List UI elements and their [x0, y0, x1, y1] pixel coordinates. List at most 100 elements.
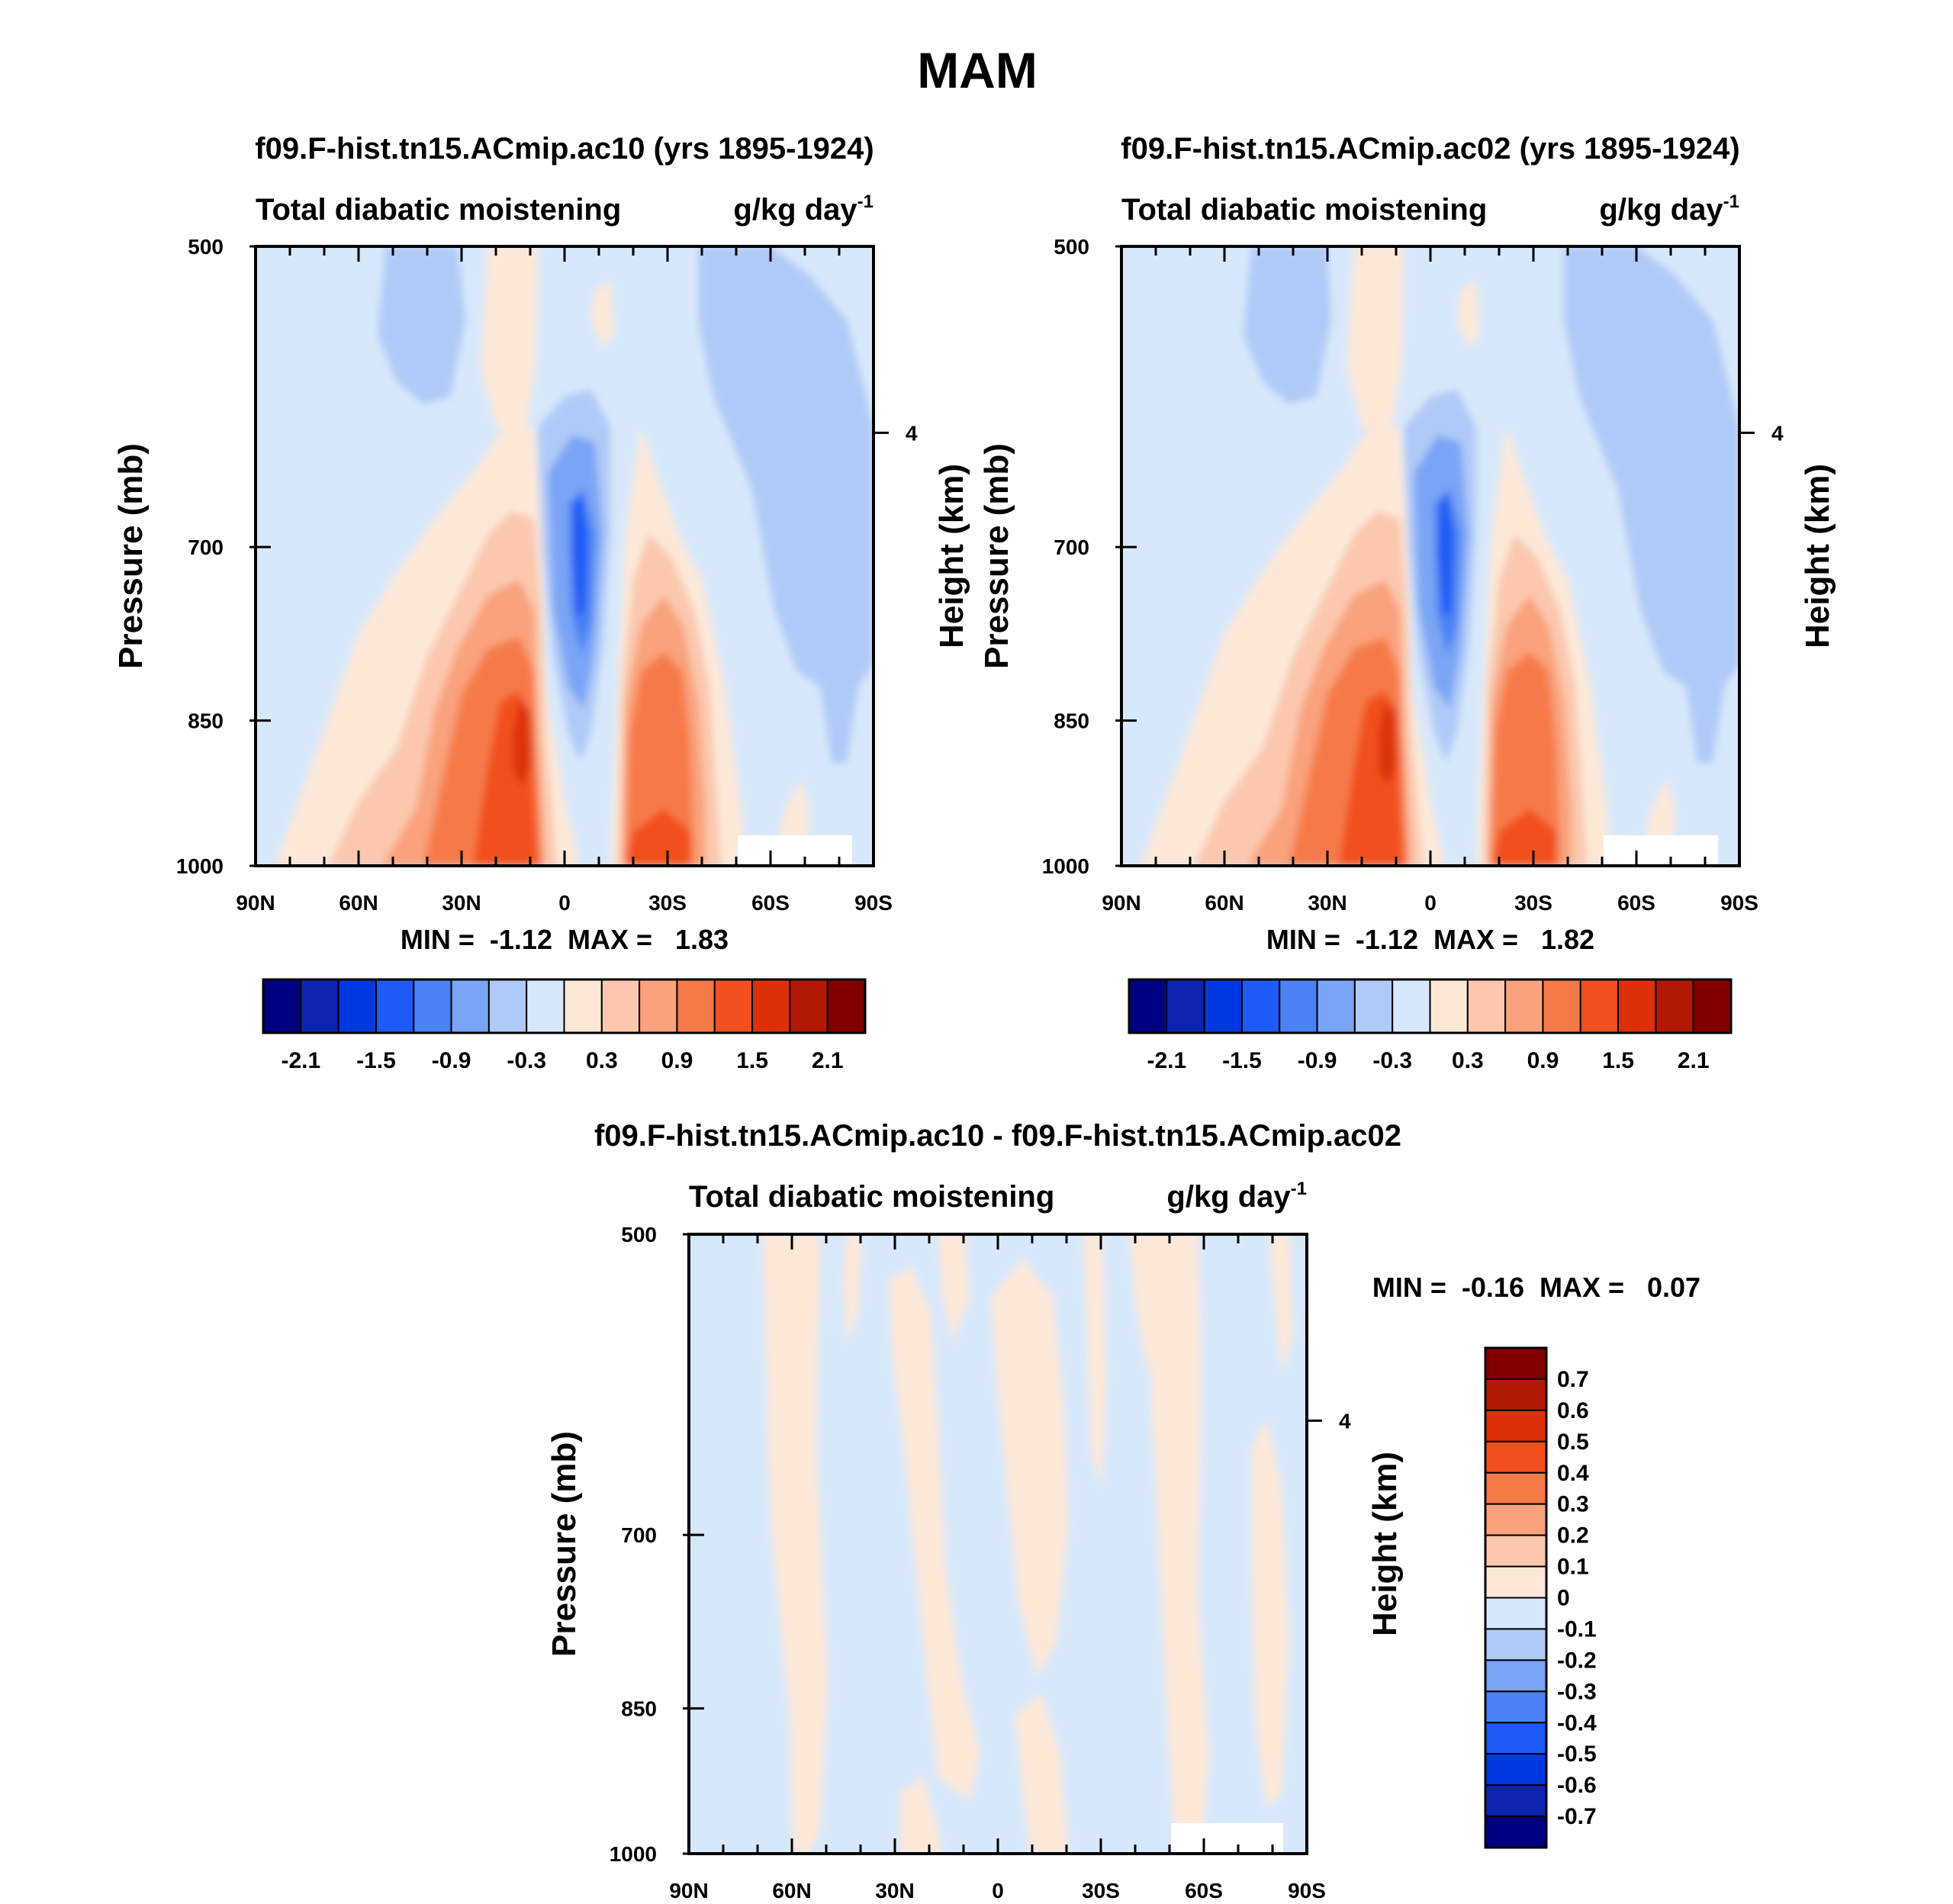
colorbar-box — [676, 979, 716, 1034]
colorbar-label: 0.6 — [1557, 1398, 1589, 1423]
colorbar-label: -0.6 — [1557, 1773, 1597, 1798]
colorbar-box — [450, 979, 490, 1034]
panel-title: f09.F-hist.tn15.ACmip.ac02 (yrs 1895-192… — [1121, 132, 1739, 166]
panel-title: f09.F-hist.tn15.ACmip.ac10 (yrs 1895-192… — [255, 132, 874, 166]
y-axis-right-label: Height (km) — [1799, 464, 1836, 648]
x-tick-label: 30N — [442, 891, 481, 915]
colorbar-box — [413, 979, 452, 1034]
units-label: g/kg day-1 — [1166, 1179, 1307, 1214]
x-tick-label: 90N — [1102, 891, 1141, 915]
x-minor-ticks — [1115, 245, 1755, 867]
colorbar-label: 0.3 — [586, 1048, 618, 1073]
y-tick-label: 700 — [188, 536, 224, 559]
panel-title: f09.F-hist.tn15.ACmip.ac10 - f09.F-hist.… — [594, 1119, 1401, 1153]
colorbar-box — [1542, 979, 1581, 1034]
colorbar-label: -0.3 — [1557, 1679, 1597, 1704]
colorbar-label: -0.3 — [507, 1048, 546, 1073]
page-title: MAM — [917, 42, 1038, 98]
y-tick-label: 500 — [621, 1223, 657, 1246]
min-max-readout: MIN = -0.16 MAX = 0.07 — [1372, 1272, 1700, 1303]
x-tick-label: 60N — [772, 1879, 811, 1902]
colorbar-label: -0.4 — [1557, 1710, 1597, 1735]
left-string: Total diabatic moistening — [256, 193, 621, 227]
x-tick-labels: 90N 60N 30N 0 30S 60S 90S — [669, 1879, 1326, 1902]
y-tick-label: 850 — [188, 709, 224, 733]
x-tick-label: 60S — [751, 891, 790, 915]
colorbar-label: -0.9 — [1298, 1048, 1337, 1073]
colorbar-box — [1692, 979, 1732, 1034]
colorbar-box — [300, 979, 339, 1034]
colorbar-label: 1.5 — [1602, 1048, 1634, 1073]
x-tick-label: 0 — [1424, 891, 1437, 915]
colorbar-label: -1.5 — [1222, 1048, 1262, 1073]
contour-field — [1121, 246, 1739, 866]
x-tick-labels: 90N 60N 30N 0 30S 60S 90S — [1102, 891, 1758, 915]
x-tick-label: 60N — [339, 891, 378, 915]
colorbar-box — [1617, 979, 1657, 1034]
colorbar-box — [751, 979, 791, 1034]
colorbar-box — [1485, 1690, 1547, 1724]
x-tick-label: 30S — [1514, 891, 1552, 915]
colorbar-box — [1485, 1597, 1547, 1630]
colorbar-label: -0.5 — [1557, 1742, 1597, 1767]
colorbar-box — [1485, 1753, 1547, 1787]
colorbar-box — [487, 979, 528, 1034]
colorbar-box — [1240, 979, 1281, 1034]
colorbar-label: -2.1 — [281, 1048, 320, 1073]
min-max-readout: MIN = -1.12 MAX = 1.83 — [401, 924, 729, 955]
colorbar-box — [1485, 1471, 1547, 1505]
panel-difference: f09.F-hist.tn15.ACmip.ac10 - f09.F-hist.… — [545, 1119, 1700, 1902]
x-tick-label: 60S — [1617, 891, 1655, 915]
x-tick-label: 30N — [875, 1879, 914, 1902]
colorbar-box — [600, 979, 641, 1034]
colorbar: -2.1 -1.5 -0.9 -0.3 0.3 0.9 1.5 2.1 — [1128, 978, 1733, 1073]
x-tick-label: 60N — [1205, 891, 1244, 915]
colorbar-label: -0.2 — [1557, 1648, 1597, 1673]
colorbar-box — [1485, 1503, 1547, 1536]
colorbar-label: -0.9 — [432, 1048, 471, 1073]
colorbar-box — [826, 979, 866, 1034]
colorbar-box — [337, 979, 377, 1034]
left-string: Total diabatic moistening — [1121, 193, 1487, 227]
x-tick-label: 30S — [648, 891, 687, 915]
x-tick-label: 0 — [992, 1879, 1004, 1902]
x-tick-label: 90S — [854, 891, 893, 915]
colorbar-box — [1203, 979, 1243, 1034]
colorbar-box — [1485, 1659, 1547, 1693]
y-tick-labels: 500 700 850 1000 4 — [1042, 235, 1784, 878]
colorbar-box — [1485, 1440, 1547, 1474]
y-right-tick-label: 4 — [906, 421, 918, 445]
colorbar-label: 0.1 — [1557, 1555, 1589, 1580]
colorbar-box — [1485, 1534, 1547, 1568]
x-minor-ticks — [683, 1233, 1322, 1855]
colorbar-box — [1485, 1565, 1547, 1599]
units-label: g/kg day-1 — [733, 191, 874, 227]
colorbar-box — [563, 979, 603, 1034]
y-tick-label: 850 — [1054, 709, 1089, 733]
y-axis-label: Pressure (mb) — [978, 443, 1015, 669]
colorbar-label: -0.7 — [1557, 1804, 1597, 1829]
x-tick-label: 90S — [1720, 891, 1758, 915]
colorbar-box — [1485, 1347, 1547, 1380]
x-tick-label: 90N — [236, 891, 275, 915]
colorbar-box — [789, 979, 828, 1034]
colorbar-box — [1466, 979, 1507, 1034]
colorbar-box — [1485, 1378, 1547, 1411]
y-axis-label: Pressure (mb) — [112, 443, 150, 669]
y-tick-label: 1000 — [176, 854, 224, 878]
x-tick-label: 60S — [1185, 1879, 1223, 1902]
colorbar-label: 0.3 — [1557, 1492, 1589, 1517]
colorbar-box — [1579, 979, 1620, 1034]
y-axis-label: Pressure (mb) — [545, 1431, 583, 1657]
colorbar: -2.1 -1.5 -0.9 -0.3 0.3 0.9 1.5 2.1 — [262, 978, 867, 1073]
contour-field — [689, 1234, 1307, 1854]
colorbar-label: 0.9 — [1527, 1048, 1559, 1073]
x-minor-ticks — [249, 245, 889, 867]
colorbar-box — [1485, 1628, 1547, 1661]
colorbar-box — [639, 979, 678, 1034]
contour-field — [256, 246, 874, 866]
x-tick-label: 90S — [1288, 1879, 1326, 1902]
colorbar-box — [713, 979, 754, 1034]
colorbar-label: 0.9 — [661, 1048, 693, 1073]
